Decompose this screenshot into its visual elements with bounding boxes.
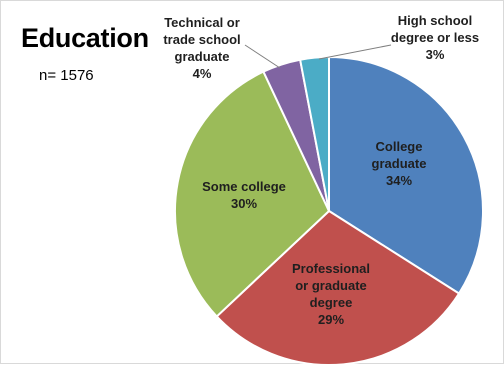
leader-line-high-school: [318, 44, 392, 60]
leader-line-technical-school: [244, 44, 281, 69]
chart-title: Education: [21, 23, 149, 53]
slice-label-technical-school: Technical or trade school graduate: [163, 15, 240, 64]
slice-value-college-graduate: 34%: [386, 173, 412, 188]
slice-label-some-college: Some college: [202, 179, 286, 194]
chart-subtitle: n= 1576: [39, 67, 94, 84]
slice-value-professional-degree: 29%: [318, 312, 344, 327]
slice-value-some-college: 30%: [231, 196, 257, 211]
slice-value-technical-school: 4%: [193, 66, 212, 81]
slice-label-college-graduate: College graduate: [372, 139, 427, 171]
slice-label-high-school: High school degree or less: [391, 13, 479, 45]
slice-value-high-school: 3%: [426, 47, 445, 62]
slice-label-professional-degree: Professional or graduate degree: [292, 261, 370, 310]
pie-slice-some-college: [174, 70, 331, 318]
